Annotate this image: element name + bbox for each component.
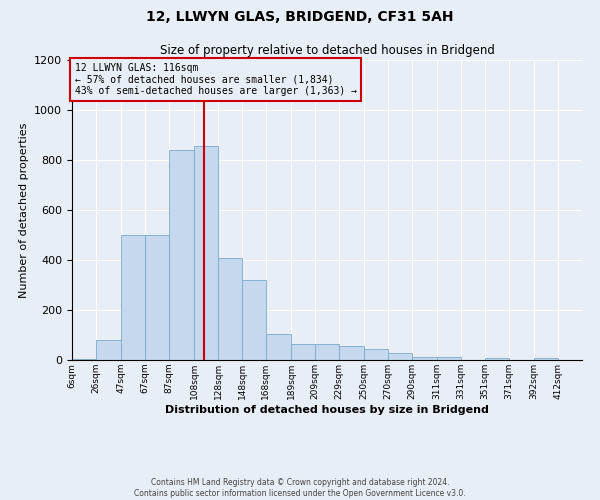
Y-axis label: Number of detached properties: Number of detached properties xyxy=(19,122,29,298)
Bar xyxy=(315,344,339,360)
Text: 12, LLWYN GLAS, BRIDGEND, CF31 5AH: 12, LLWYN GLAS, BRIDGEND, CF31 5AH xyxy=(146,10,454,24)
Bar xyxy=(412,357,437,360)
Bar xyxy=(96,340,121,360)
Bar xyxy=(364,349,388,360)
Text: 12 LLWYN GLAS: 116sqm
← 57% of detached houses are smaller (1,834)
43% of semi-d: 12 LLWYN GLAS: 116sqm ← 57% of detached … xyxy=(74,63,356,96)
Bar xyxy=(242,280,266,360)
Bar xyxy=(534,358,558,360)
Bar xyxy=(266,334,291,360)
Title: Size of property relative to detached houses in Bridgend: Size of property relative to detached ho… xyxy=(160,44,494,58)
Bar xyxy=(72,359,96,360)
Bar xyxy=(339,346,364,360)
Bar xyxy=(169,150,194,360)
Text: Contains HM Land Registry data © Crown copyright and database right 2024.
Contai: Contains HM Land Registry data © Crown c… xyxy=(134,478,466,498)
Bar xyxy=(291,344,315,360)
Bar xyxy=(145,235,169,360)
Bar xyxy=(388,352,412,360)
Bar xyxy=(121,235,145,360)
Bar xyxy=(194,146,218,360)
X-axis label: Distribution of detached houses by size in Bridgend: Distribution of detached houses by size … xyxy=(165,404,489,414)
Bar xyxy=(437,357,461,360)
Bar xyxy=(485,358,509,360)
Bar xyxy=(218,258,242,360)
